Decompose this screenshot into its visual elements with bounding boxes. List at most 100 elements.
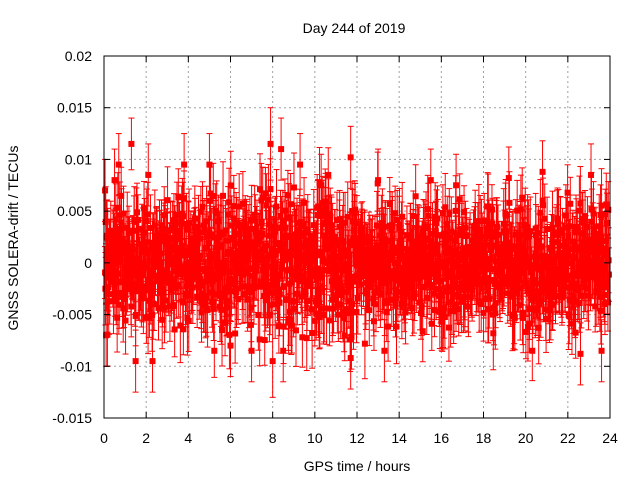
data-point xyxy=(418,304,425,311)
data-point xyxy=(110,235,117,242)
data-point xyxy=(440,305,447,312)
data-point xyxy=(202,244,209,251)
data-point xyxy=(112,267,119,274)
data-point xyxy=(320,258,327,265)
data-point xyxy=(398,228,405,235)
data-point xyxy=(519,242,526,249)
data-point xyxy=(412,193,419,200)
data-point xyxy=(365,238,372,245)
data-point xyxy=(181,195,188,202)
data-point xyxy=(239,200,246,207)
data-point xyxy=(343,260,350,267)
data-point xyxy=(233,289,240,296)
data-point xyxy=(443,250,450,257)
data-point xyxy=(370,318,377,325)
data-point xyxy=(484,262,491,269)
data-point xyxy=(251,211,258,218)
data-point xyxy=(506,199,513,206)
data-point xyxy=(380,274,387,281)
data-point xyxy=(266,311,273,318)
data-point xyxy=(265,196,272,203)
data-point xyxy=(458,263,465,270)
data-point xyxy=(123,267,130,274)
data-point xyxy=(208,267,215,274)
data-point xyxy=(259,194,266,201)
data-point xyxy=(448,299,455,306)
data-point xyxy=(288,322,295,329)
data-point xyxy=(449,282,456,289)
data-point xyxy=(380,279,387,286)
data-point xyxy=(151,272,158,279)
data-point xyxy=(106,291,113,298)
data-point xyxy=(292,238,299,245)
data-point xyxy=(409,304,416,311)
data-point xyxy=(239,271,246,278)
data-point xyxy=(324,228,331,235)
data-point xyxy=(208,231,215,238)
data-point xyxy=(441,241,448,248)
data-point xyxy=(458,298,465,305)
data-point xyxy=(246,226,253,233)
data-point xyxy=(285,214,292,221)
data-point xyxy=(311,317,318,324)
data-point xyxy=(204,277,211,284)
data-point xyxy=(440,308,447,315)
data-point xyxy=(316,311,323,318)
data-point xyxy=(309,329,316,336)
data-point xyxy=(298,276,305,283)
data-point xyxy=(488,242,495,249)
data-point xyxy=(147,224,154,231)
data-point xyxy=(408,246,415,253)
data-point xyxy=(385,323,392,330)
data-point xyxy=(449,253,456,260)
data-point xyxy=(439,259,446,266)
data-point xyxy=(296,248,303,255)
data-point xyxy=(122,280,129,287)
data-point xyxy=(154,234,161,241)
data-point xyxy=(257,186,264,193)
data-point xyxy=(388,227,395,234)
data-point xyxy=(199,290,206,297)
data-point xyxy=(170,302,177,309)
data-point xyxy=(459,225,466,232)
data-point xyxy=(349,300,356,307)
data-point xyxy=(393,250,400,257)
data-point xyxy=(114,314,121,321)
data-point xyxy=(176,271,183,278)
data-point xyxy=(248,304,255,311)
data-point xyxy=(512,231,519,238)
data-point xyxy=(150,244,157,251)
data-point xyxy=(303,335,310,342)
data-point xyxy=(403,232,410,239)
data-point xyxy=(341,314,348,321)
data-point xyxy=(234,231,241,238)
data-point xyxy=(155,304,162,311)
data-point xyxy=(424,206,431,213)
data-point xyxy=(486,295,493,302)
data-point xyxy=(273,203,280,210)
data-point xyxy=(318,252,325,259)
data-point xyxy=(299,334,306,341)
data-point xyxy=(439,210,446,217)
data-point xyxy=(189,284,196,291)
data-point xyxy=(319,200,326,207)
data-point xyxy=(329,296,336,303)
data-point xyxy=(335,275,342,282)
data-point xyxy=(331,233,338,240)
data-point xyxy=(264,242,271,249)
data-point xyxy=(284,192,291,199)
data-point xyxy=(418,310,425,317)
data-point xyxy=(225,211,232,218)
data-point xyxy=(372,268,379,275)
data-point xyxy=(292,327,299,334)
data-series xyxy=(102,107,612,398)
data-point xyxy=(353,308,360,315)
data-point xyxy=(272,251,279,258)
data-point xyxy=(462,287,469,294)
data-point xyxy=(180,271,187,278)
data-point xyxy=(316,314,323,321)
data-point xyxy=(160,277,167,284)
data-point xyxy=(481,250,488,257)
data-point xyxy=(485,306,492,313)
data-point xyxy=(337,301,344,308)
